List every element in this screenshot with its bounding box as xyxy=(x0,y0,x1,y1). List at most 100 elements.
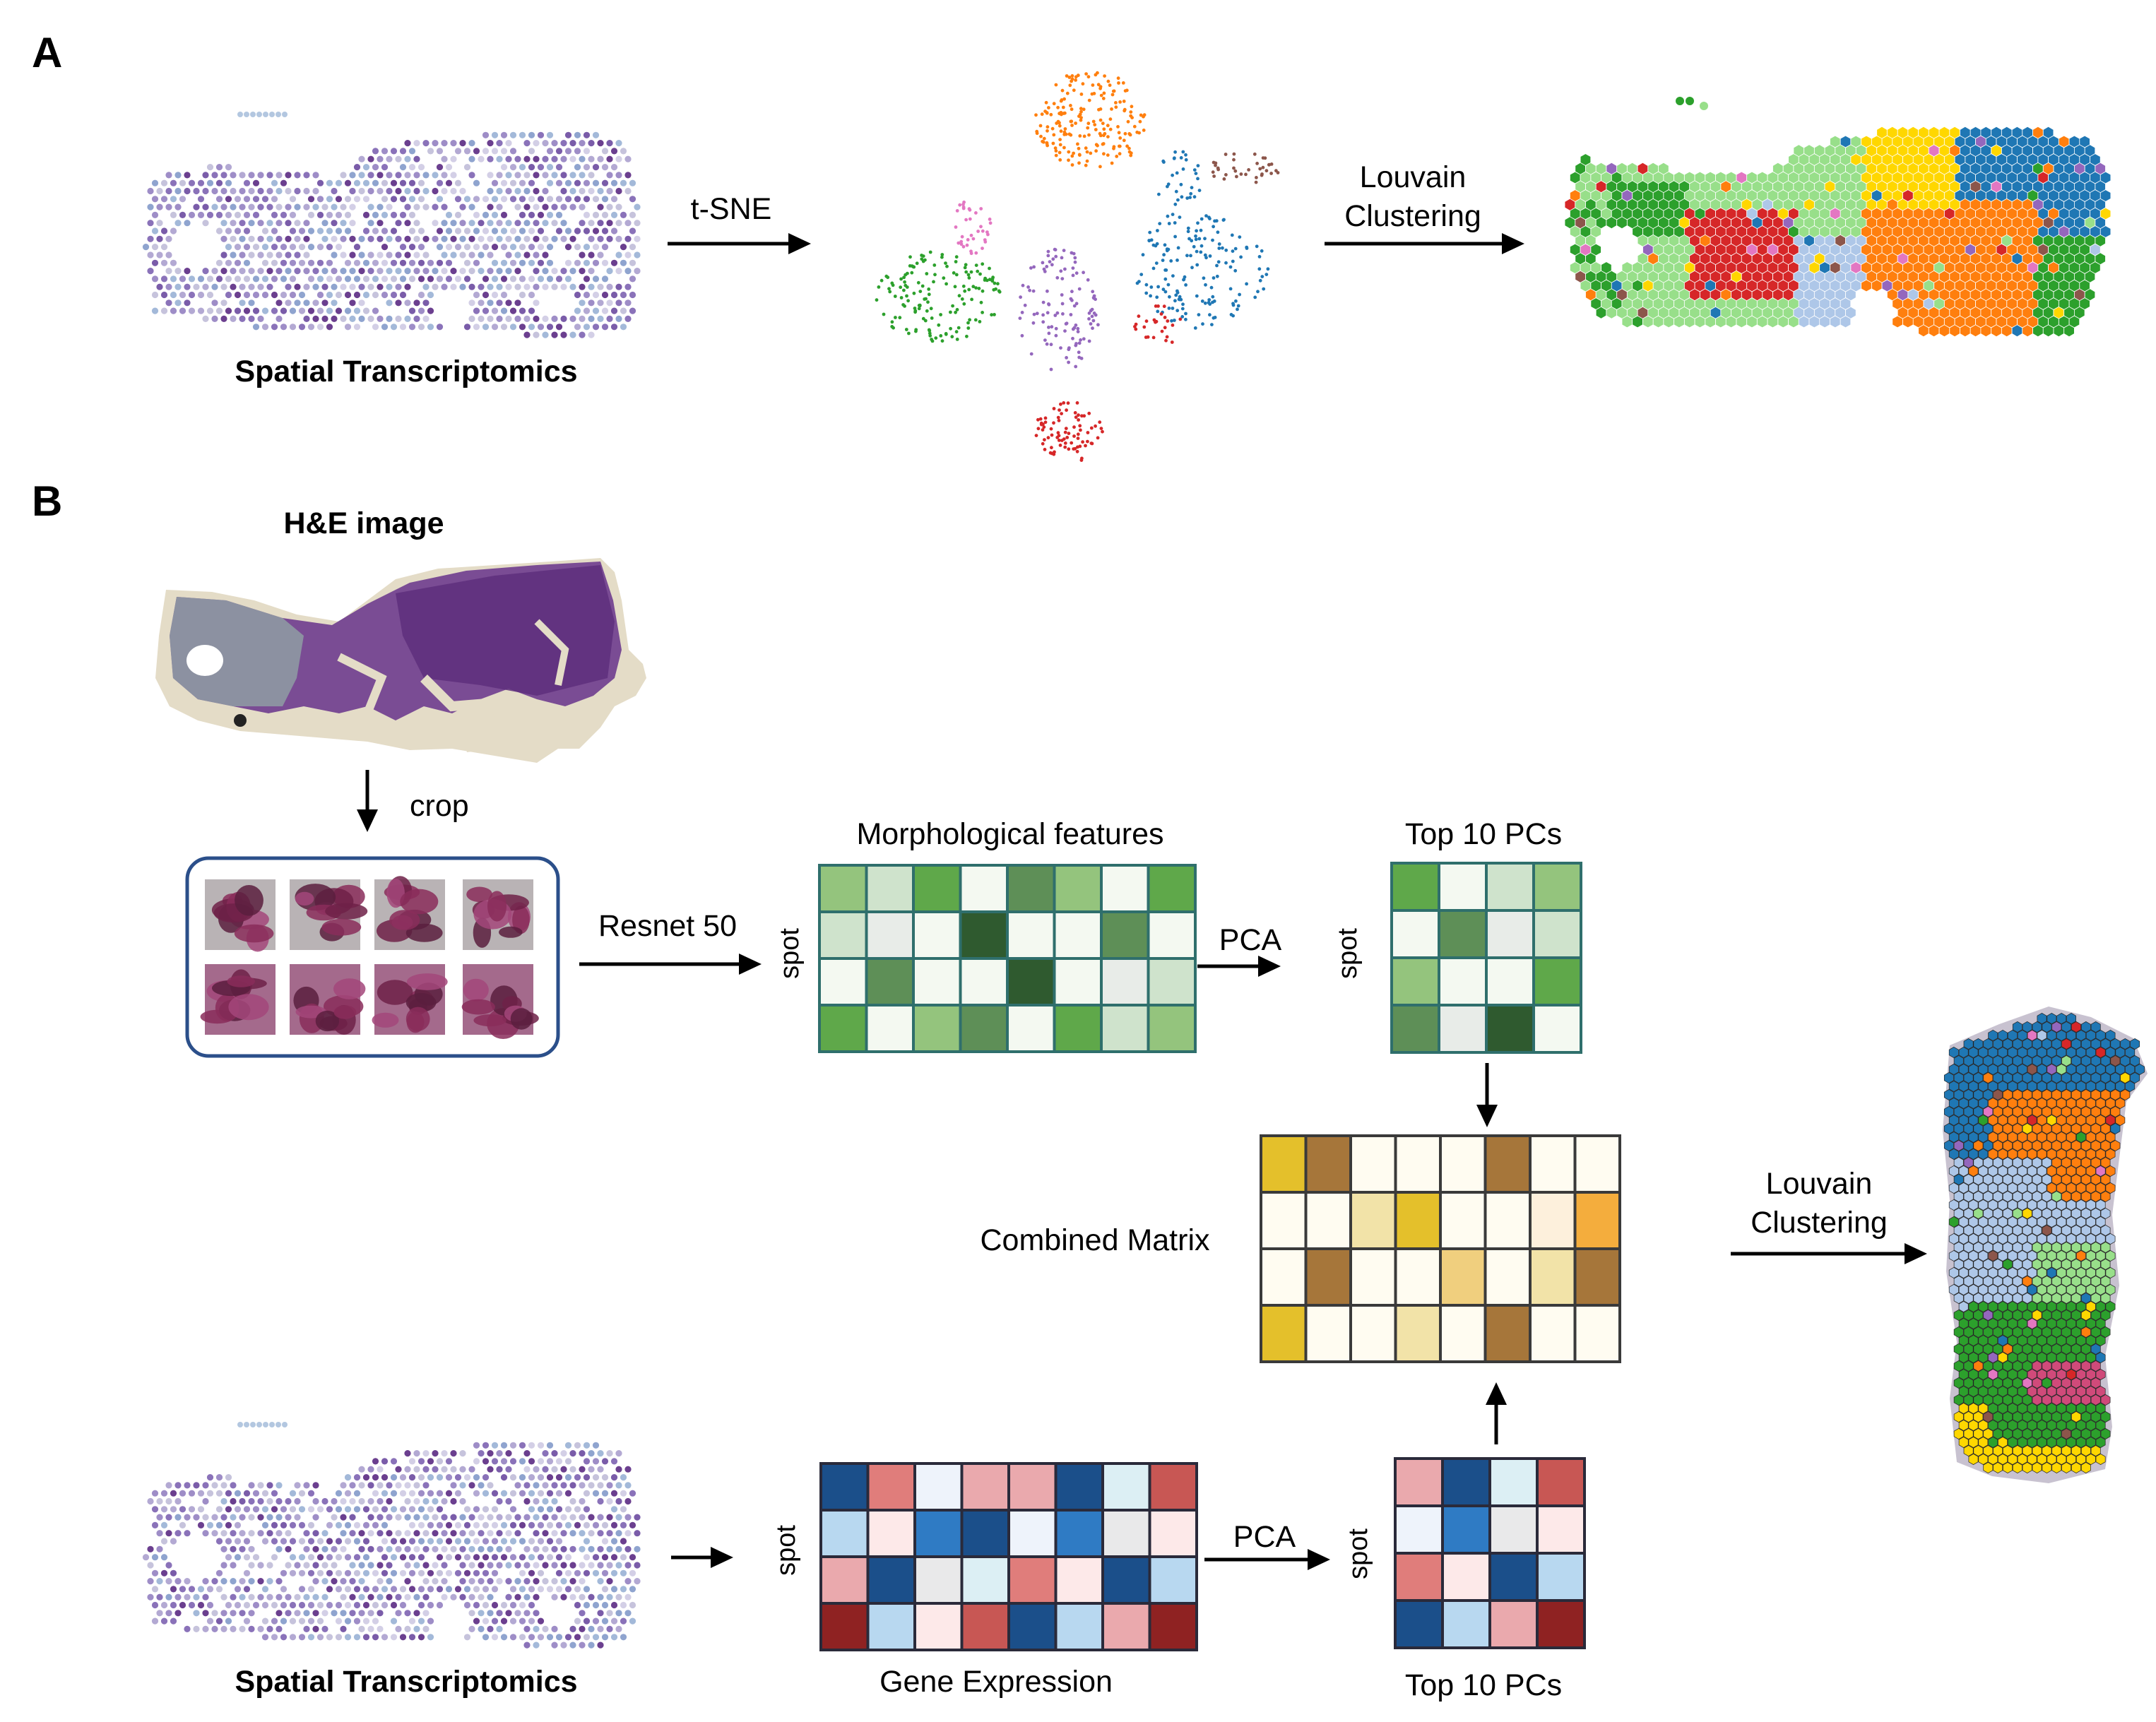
cluster-spot xyxy=(1998,1334,2008,1347)
tissue-spot xyxy=(188,211,196,218)
tissue-spot xyxy=(362,307,370,314)
combined-cell xyxy=(1260,1304,1308,1363)
tissue-spot xyxy=(399,275,407,283)
tissue-spot xyxy=(514,1514,521,1521)
tissue-spot xyxy=(427,1586,434,1593)
cluster-spot xyxy=(1968,1182,1979,1194)
tissue-spot xyxy=(555,1569,563,1576)
tsne-point xyxy=(918,303,922,307)
cluster-spot xyxy=(2051,1021,2062,1033)
cluster-spot xyxy=(2080,1275,2091,1288)
tissue-spot xyxy=(574,1586,581,1593)
tissue-spot xyxy=(528,259,535,266)
tsne-point xyxy=(1217,242,1221,246)
tissue-spot xyxy=(160,259,168,266)
pc-cell xyxy=(1438,1004,1488,1054)
tsne-point xyxy=(1110,93,1115,97)
cluster-spot xyxy=(1958,1283,1969,1296)
tsne-point xyxy=(1222,177,1226,181)
tissue-spot xyxy=(583,148,591,155)
tsne-point xyxy=(1231,249,1235,253)
tsne-point xyxy=(966,273,971,277)
tsne-point xyxy=(1189,254,1192,258)
pc-cell xyxy=(1394,1552,1444,1602)
pc-cell xyxy=(1488,1504,1539,1555)
cluster-spot xyxy=(2022,1055,2032,1067)
tissue-spot xyxy=(624,315,632,322)
cluster-spot xyxy=(2080,1122,2091,1135)
tsne-point xyxy=(1232,152,1236,156)
tissue-spot xyxy=(417,1634,425,1641)
cluster-spot xyxy=(1958,1385,1969,1398)
tsne-point xyxy=(1167,307,1171,310)
tissue-spot xyxy=(353,1601,361,1609)
tissue-spot xyxy=(533,315,540,322)
tissue-spot xyxy=(441,1514,448,1521)
tissue-spot xyxy=(362,1554,370,1561)
cluster-spot xyxy=(2017,1402,2027,1415)
tissue-spot xyxy=(202,220,209,227)
tissue-spot xyxy=(271,291,278,299)
tsne-point xyxy=(923,258,927,262)
tissue-spot xyxy=(344,307,352,314)
combined-cell xyxy=(1573,1134,1621,1194)
tsne-point xyxy=(1065,408,1068,412)
cluster-spot xyxy=(2003,1377,2013,1389)
tsne-point xyxy=(1232,158,1236,162)
tissue-spot xyxy=(170,1506,177,1513)
tissue-spot xyxy=(606,1497,613,1505)
tsne-point xyxy=(1230,233,1234,237)
tissue-spot xyxy=(372,227,379,234)
tsne-point xyxy=(1031,289,1036,293)
tissue-spot xyxy=(331,203,338,210)
tissue-spot xyxy=(243,1569,251,1576)
tsne-point xyxy=(1203,253,1207,257)
cluster-spot xyxy=(1993,1156,2003,1169)
tsne-point xyxy=(939,334,943,338)
cluster-spot xyxy=(1943,1071,1954,1084)
tsne-point xyxy=(1139,273,1144,276)
cluster-spot xyxy=(2051,1190,2062,1203)
tissue-spot xyxy=(269,112,275,117)
tissue-spot xyxy=(248,1482,255,1489)
tissue-spot xyxy=(202,1610,209,1617)
tissue-spot xyxy=(509,307,517,314)
cluster-spot xyxy=(2080,1071,2091,1084)
tsne-point xyxy=(1048,260,1052,263)
tissue-spot xyxy=(560,172,567,179)
tsne-point xyxy=(1238,292,1241,297)
tissue-spot xyxy=(316,291,324,299)
tsne-point xyxy=(1155,295,1159,299)
cluster-spot xyxy=(1963,1224,1974,1237)
cluster-spot xyxy=(2003,1275,2013,1288)
cluster-spot xyxy=(2056,1385,2067,1398)
cluster-spot xyxy=(2085,1097,2096,1110)
tsne-point xyxy=(1101,142,1105,146)
tissue-spot xyxy=(353,1554,361,1561)
cluster-spot xyxy=(2105,1249,2116,1262)
tissue-spot xyxy=(468,268,475,275)
tissue-spot xyxy=(468,251,475,259)
tsne-point xyxy=(1211,295,1215,299)
tsne-point xyxy=(1149,238,1154,242)
tissue-spot xyxy=(629,1569,636,1576)
tsne-point xyxy=(1129,110,1133,114)
cluster-spot xyxy=(2007,1233,2018,1245)
cluster-spot xyxy=(2051,1038,2062,1050)
tissue-spot xyxy=(239,220,246,227)
gene-cell xyxy=(960,1509,1010,1558)
tsne-point xyxy=(1260,275,1264,278)
cluster-spot xyxy=(2003,1038,2013,1050)
tsne-point xyxy=(1052,421,1055,425)
cluster-spot xyxy=(2066,1182,2076,1194)
cluster-spot xyxy=(1998,1453,2008,1466)
cluster-spot xyxy=(2051,1326,2062,1338)
tissue-spot xyxy=(487,1545,494,1552)
cluster-spot xyxy=(2007,1199,2018,1211)
cluster-spot xyxy=(1968,1317,1979,1330)
tissue-spot xyxy=(592,323,600,331)
tsne-point xyxy=(1091,290,1095,294)
tissue-spot xyxy=(436,1521,444,1528)
tissue-spot xyxy=(271,259,278,266)
cluster-spot xyxy=(2037,1385,2047,1398)
